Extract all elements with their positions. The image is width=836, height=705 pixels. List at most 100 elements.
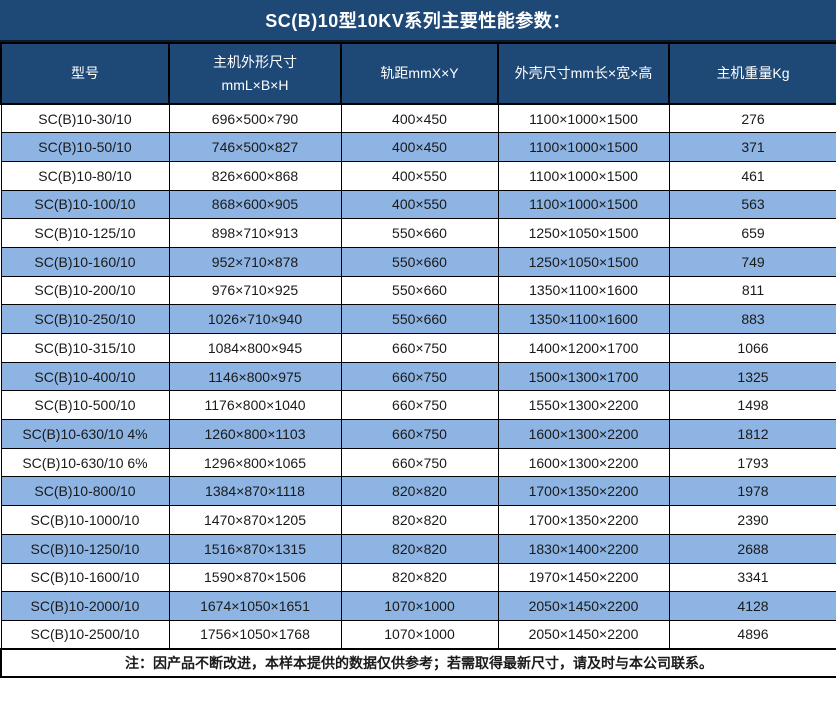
table-cell: SC(B)10-30/10	[0, 103, 170, 134]
table-cell: SC(B)10-100/10	[0, 189, 170, 220]
table-row: SC(B)10-1000/10 1470×870×1205 820×820 1700×…	[0, 505, 836, 535]
table-row: SC(B)10-315/10 1084×800×945 660×750 1400×12…	[0, 333, 836, 363]
table-cell: 1100×1000×1500	[497, 132, 670, 162]
table-cell: 1470×870×1205	[168, 505, 342, 535]
table-cell: 1100×1000×1500	[497, 103, 670, 134]
table-cell: 371	[668, 132, 836, 162]
table-cell: 550×660	[340, 304, 499, 334]
page-title: SC(B)10型10KV系列主要性能参数：	[0, 0, 836, 42]
table-cell: 550×660	[340, 275, 499, 306]
col-header-host-dimensions-line2: mmL×B×H	[221, 76, 289, 93]
table-cell: 400×550	[340, 160, 499, 191]
table-cell: 883	[668, 304, 836, 334]
table-cell: SC(B)10-315/10	[0, 333, 170, 363]
table-cell: 1700×1350×2200	[497, 505, 670, 535]
table-cell: 1084×800×945	[168, 333, 342, 363]
table-cell: 1498	[668, 390, 836, 421]
table-cell: SC(B)10-1600/10	[0, 562, 170, 593]
footnote-row: 注：因产品不断改进，本样本提供的数据仅供参考；若需取得最新尺寸，请及时与本公司联…	[0, 648, 836, 679]
table-row: SC(B)10-160/10 952×710×878 550×660 1250×105…	[0, 246, 836, 277]
table-cell: 749	[668, 246, 836, 277]
table-row: SC(B)10-2000/10 1674×1050×1651 1070×1000 20…	[0, 591, 836, 621]
table-cell: 4128	[668, 591, 836, 621]
table-cell: 1674×1050×1651	[168, 591, 342, 621]
table-cell: 4896	[668, 619, 836, 650]
table-row: SC(B)10-400/10 1146×800×975 660×750 1500×13…	[0, 361, 836, 392]
table-row: SC(B)10-630/10 6% 1296×800×1065 660×750 160…	[0, 447, 836, 478]
table-cell: 1350×1100×1600	[497, 275, 670, 306]
table-cell: 1793	[668, 447, 836, 478]
table-cell: 1296×800×1065	[168, 447, 342, 478]
table-cell: SC(B)10-2000/10	[0, 591, 170, 621]
table-cell: SC(B)10-1250/10	[0, 533, 170, 564]
table-cell: 400×550	[340, 189, 499, 220]
table-cell: 1590×870×1506	[168, 562, 342, 593]
col-header-model: 型号	[0, 42, 170, 105]
table-row: SC(B)10-250/10 1026×710×940 550×660 1350×11…	[0, 304, 836, 334]
table-row: SC(B)10-125/10 898×710×913 550×660 1250×105…	[0, 218, 836, 248]
table-cell: 868×600×905	[168, 189, 342, 220]
col-header-model-label: 型号	[71, 65, 99, 82]
table-cell: 1700×1350×2200	[497, 476, 670, 507]
col-header-rail-gauge: 轨距mmX×Y	[340, 42, 499, 105]
table-cell: SC(B)10-160/10	[0, 246, 170, 277]
table-row: SC(B)10-1600/10 1590×870×1506 820×820 1970×…	[0, 562, 836, 593]
table-cell: 1100×1000×1500	[497, 189, 670, 220]
table-row: SC(B)10-630/10 4% 1260×800×1103 660×750 160…	[0, 419, 836, 449]
table-cell: 1350×1100×1600	[497, 304, 670, 334]
table-cell: 550×660	[340, 246, 499, 277]
table-row: SC(B)10-50/10 746×500×827 400×450 1100×1000…	[0, 132, 836, 162]
table-cell: SC(B)10-1000/10	[0, 505, 170, 535]
table-row: SC(B)10-800/10 1384×870×1118 820×820 1700×1…	[0, 476, 836, 507]
table-cell: 400×450	[340, 103, 499, 134]
col-header-shell-size: 外壳尺寸mm长×宽×高	[497, 42, 670, 105]
footnote: 注：因产品不断改进，本样本提供的数据仅供参考；若需取得最新尺寸，请及时与本公司联…	[0, 648, 836, 679]
table-cell: 2390	[668, 505, 836, 535]
table-cell: 660×750	[340, 419, 499, 449]
table-cell: 976×710×925	[168, 275, 342, 306]
table-cell: 1756×1050×1768	[168, 619, 342, 650]
table-cell: 1260×800×1103	[168, 419, 342, 449]
table-cell: 1070×1000	[340, 619, 499, 650]
table-cell: 1100×1000×1500	[497, 160, 670, 191]
col-header-rail-gauge-label: 轨距mmX×Y	[380, 65, 459, 82]
table-cell: 1830×1400×2200	[497, 533, 670, 564]
table-cell: SC(B)10-50/10	[0, 132, 170, 162]
table-cell: 660×750	[340, 361, 499, 392]
table-cell: 1250×1050×1500	[497, 246, 670, 277]
table-cell: SC(B)10-400/10	[0, 361, 170, 392]
table-cell: 1070×1000	[340, 591, 499, 621]
table-cell: 1970×1450×2200	[497, 562, 670, 593]
table-cell: SC(B)10-80/10	[0, 160, 170, 191]
table-cell: SC(B)10-250/10	[0, 304, 170, 334]
table-cell: 820×820	[340, 505, 499, 535]
header-row: 型号 主机外形尺寸 mmL×B×H 轨距mmX×Y 外壳尺寸mm长×宽×高 主机…	[0, 42, 836, 105]
table-cell: 820×820	[340, 562, 499, 593]
table-cell: SC(B)10-125/10	[0, 218, 170, 248]
table-cell: 2050×1450×2200	[497, 619, 670, 650]
table-cell: 1325	[668, 361, 836, 392]
table-cell: 820×820	[340, 476, 499, 507]
table-cell: 1176×800×1040	[168, 390, 342, 421]
table-row: SC(B)10-500/10 1176×800×1040 660×750 1550×1…	[0, 390, 836, 421]
table-cell: 811	[668, 275, 836, 306]
spec-table: 型号 主机外形尺寸 mmL×B×H 轨距mmX×Y 外壳尺寸mm长×宽×高 主机…	[0, 42, 836, 679]
table-cell: 820×820	[340, 533, 499, 564]
table-cell: 3341	[668, 562, 836, 593]
table-cell: 1516×870×1315	[168, 533, 342, 564]
col-header-host-dimensions-line1: 主机外形尺寸	[213, 54, 297, 71]
table-cell: 1812	[668, 419, 836, 449]
table-cell: SC(B)10-800/10	[0, 476, 170, 507]
table-cell: 1384×870×1118	[168, 476, 342, 507]
table-cell: 1600×1300×2200	[497, 447, 670, 478]
table-cell: 1066	[668, 333, 836, 363]
table-cell: 563	[668, 189, 836, 220]
table-cell: 696×500×790	[168, 103, 342, 134]
table-cell: 2050×1450×2200	[497, 591, 670, 621]
table-cell: SC(B)10-2500/10	[0, 619, 170, 650]
table-cell: 826×600×868	[168, 160, 342, 191]
table-cell: SC(B)10-630/10 6%	[0, 447, 170, 478]
table-cell: 898×710×913	[168, 218, 342, 248]
table-cell: 659	[668, 218, 836, 248]
